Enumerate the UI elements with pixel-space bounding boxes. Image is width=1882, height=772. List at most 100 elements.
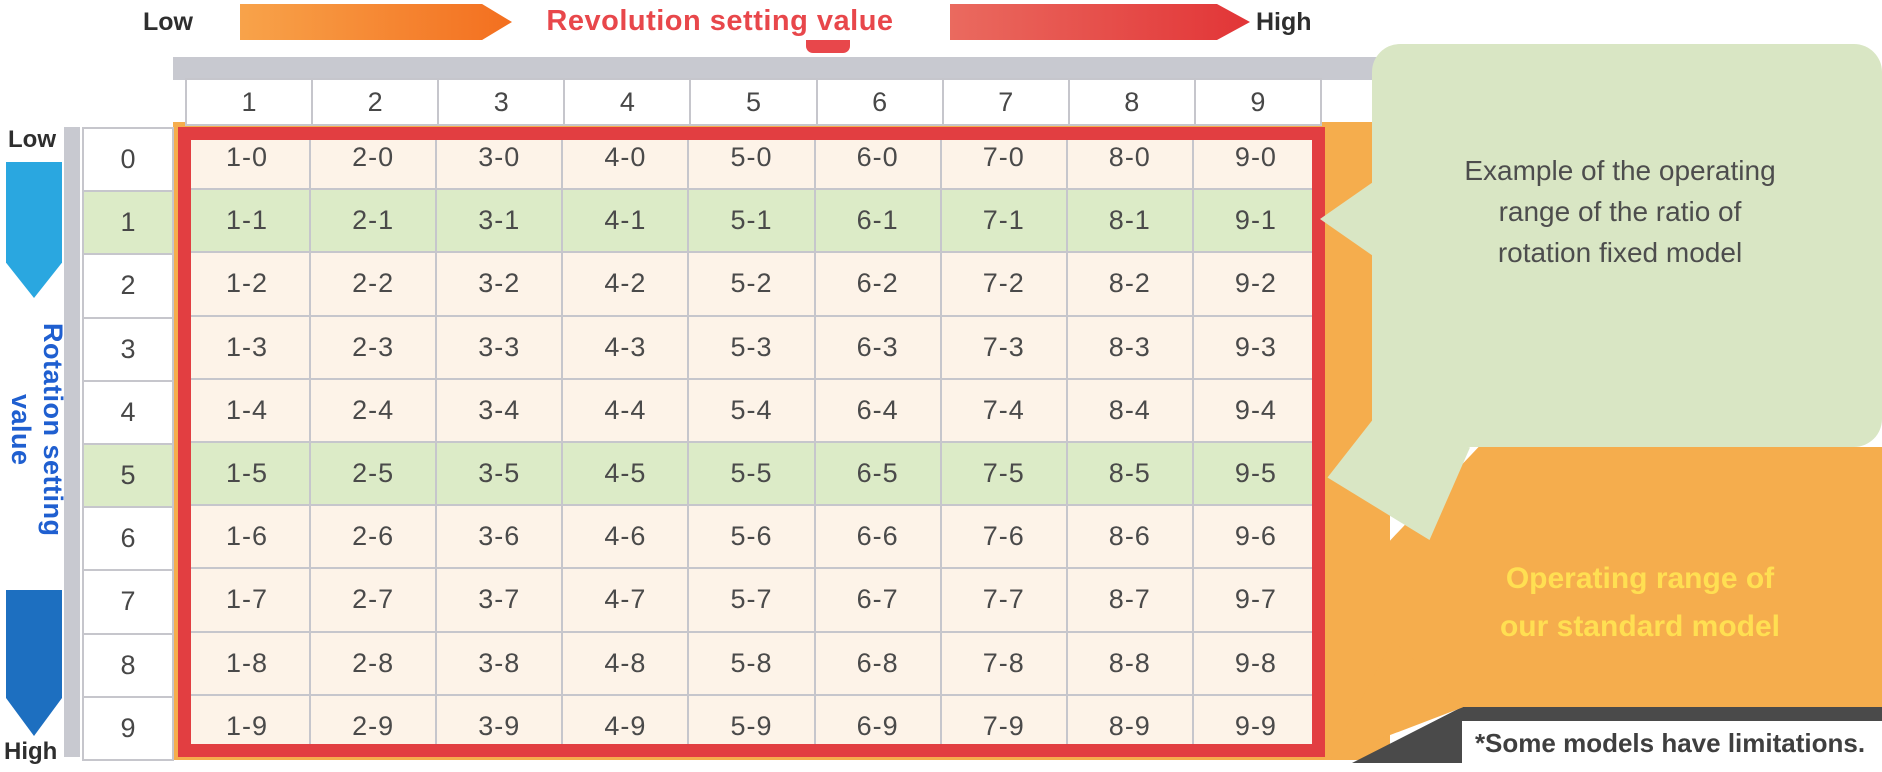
column-header: 8 — [1069, 80, 1194, 124]
grid-cell: 9-5 — [1193, 443, 1318, 505]
grid-cell: 6-5 — [815, 443, 940, 505]
grid-cell: 8-1 — [1067, 190, 1192, 252]
revolution-low-label: Low — [143, 8, 193, 36]
grid-cell: 5-2 — [689, 253, 814, 315]
standard-model-callout — [1390, 447, 1882, 707]
column-header: 9 — [1195, 80, 1320, 124]
grid-cell: 5-6 — [689, 506, 814, 568]
revolution-banner-title: Revolution setting value — [546, 5, 894, 37]
grid-cell: 2-4 — [311, 379, 436, 441]
grid-cell: 8-6 — [1067, 506, 1192, 568]
revolution-low-arrow-icon — [240, 4, 512, 40]
grid-cell: 2-1 — [311, 190, 436, 252]
row-header: 4 — [84, 381, 172, 443]
grid-cell: 6-4 — [815, 379, 940, 441]
fixed-model-range-frame — [178, 127, 1325, 757]
revolution-high-arrow-icon — [950, 4, 1250, 40]
table-left-shadow — [64, 127, 80, 757]
grid-cell: 3-5 — [437, 443, 562, 505]
grid-cell: 5-1 — [689, 190, 814, 252]
fixed-model-bubble — [1372, 44, 1882, 447]
column-header: 1 — [187, 80, 312, 124]
grid-cell: 8-5 — [1067, 443, 1192, 505]
grid-cell: 9-7 — [1193, 569, 1318, 631]
fixed-model-line2: range of the ratio of — [1498, 196, 1742, 227]
grid-cell: 4-1 — [563, 190, 688, 252]
grid-cell: 3-6 — [437, 506, 562, 568]
fixed-model-line1: Example of the operating — [1464, 155, 1776, 186]
grid-cell: 1-7 — [185, 569, 310, 631]
grid-cell: 1-2 — [185, 253, 310, 315]
column-header: 5 — [691, 80, 816, 124]
rotation-low-label: Low — [8, 126, 56, 153]
row-header: 5 — [84, 445, 172, 507]
grid-cell: 7-3 — [941, 316, 1066, 378]
grid-cell: 6-1 — [815, 190, 940, 252]
row-header: 1 — [84, 192, 172, 254]
grid-cell: 7-7 — [941, 569, 1066, 631]
row-header: 3 — [84, 318, 172, 380]
row-header: 8 — [84, 634, 172, 696]
row-header: 9 — [84, 697, 172, 759]
grid-cell: 6-7 — [815, 569, 940, 631]
grid-cell: 8-4 — [1067, 379, 1192, 441]
fixed-model-line3: rotation fixed model — [1497, 237, 1743, 268]
grid-cell: 2-6 — [311, 506, 436, 568]
rotation-high-label: High — [4, 738, 58, 765]
grid-cell: 7-5 — [941, 443, 1066, 505]
grid-cell: 4-5 — [563, 443, 688, 505]
footnote: *Some models have limitations. — [1474, 728, 1866, 758]
grid-cell: 4-4 — [563, 379, 688, 441]
grid-cell: 5-5 — [689, 443, 814, 505]
column-header: 2 — [313, 80, 438, 124]
grid-cell: 9-2 — [1193, 253, 1318, 315]
grid-cell: 4-2 — [563, 253, 688, 315]
standard-model-line1: Operating range of — [1505, 562, 1775, 595]
grid-cell: 3-2 — [437, 253, 562, 315]
grid-cell: 1-4 — [185, 379, 310, 441]
grid-cell: 2-8 — [311, 632, 436, 694]
grid-cell: 7-4 — [941, 379, 1066, 441]
grid-cell: 8-8 — [1067, 632, 1192, 694]
row-header: 2 — [84, 255, 172, 317]
grid-cell: 1-6 — [185, 506, 310, 568]
grid-cell: 5-4 — [689, 379, 814, 441]
grid-cell: 8-7 — [1067, 569, 1192, 631]
row-header: 7 — [84, 571, 172, 633]
grid-cell: 4-8 — [563, 632, 688, 694]
grid-cell: 4-3 — [563, 316, 688, 378]
standard-model-callout-text: Operating range of our standard model — [1440, 555, 1840, 651]
grid-cell: 2-2 — [311, 253, 436, 315]
grid-cell: 9-1 — [1193, 190, 1318, 252]
grid-cell: 1-8 — [185, 632, 310, 694]
revolution-high-label: High — [1256, 8, 1312, 36]
grid-cell: 1-1 — [185, 190, 310, 252]
grid-cell: 5-7 — [689, 569, 814, 631]
grid-cell: 9-8 — [1193, 632, 1318, 694]
grid-cell: 7-8 — [941, 632, 1066, 694]
grid-cell: 1-3 — [185, 316, 310, 378]
grid-cell: 7-1 — [941, 190, 1066, 252]
grid-cell: 6-3 — [815, 316, 940, 378]
grid-cell: 3-4 — [437, 379, 562, 441]
column-header: 3 — [439, 80, 564, 124]
revolution-banner-pointer-icon — [806, 40, 850, 53]
table-top-shadow — [173, 57, 1400, 80]
grid-cell: 2-7 — [311, 569, 436, 631]
grid-cell: 5-3 — [689, 316, 814, 378]
setting-combination-grid: 1-0 2-0 3-0 4-0 5-0 6-0 7-0 8-0 9-0 1-1 2-1 3-1 4-1 5… — [185, 127, 1318, 757]
grid-cell: 4-6 — [563, 506, 688, 568]
grid-cell: 3-7 — [437, 569, 562, 631]
grid-cell: 3-8 — [437, 632, 562, 694]
rotation-low-arrow-icon — [6, 162, 62, 298]
rotation-banner-title: Rotation setting value — [6, 323, 68, 537]
row-header: 0 — [84, 129, 172, 191]
grid-cell: 2-5 — [311, 443, 436, 505]
fixed-model-bubble-text: Example of the operating range of the ra… — [1400, 150, 1840, 273]
grid-cell: 9-4 — [1193, 379, 1318, 441]
grid-cell: 6-8 — [815, 632, 940, 694]
callout-shadow — [1462, 707, 1882, 721]
column-header: 7 — [943, 80, 1068, 124]
